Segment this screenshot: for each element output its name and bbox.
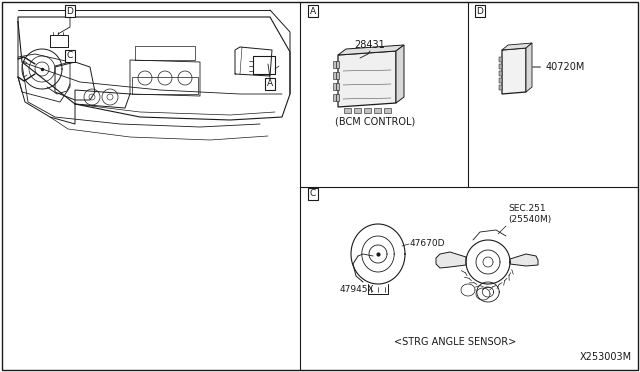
Bar — [499, 64, 502, 69]
Bar — [333, 72, 335, 79]
Bar — [2, 2, 300, 370]
Polygon shape — [526, 43, 532, 92]
Polygon shape — [338, 45, 404, 55]
Bar — [354, 108, 361, 113]
Polygon shape — [436, 252, 466, 268]
Polygon shape — [338, 51, 396, 107]
Text: 47670D: 47670D — [410, 240, 445, 248]
Text: <STRG ANGLE SENSOR>: <STRG ANGLE SENSOR> — [394, 337, 516, 347]
Polygon shape — [502, 43, 532, 50]
Text: C: C — [310, 189, 316, 199]
Text: D: D — [67, 6, 74, 16]
Text: 28431: 28431 — [355, 40, 385, 50]
Bar — [333, 83, 335, 90]
Text: X253003M: X253003M — [580, 352, 632, 362]
Text: SEC.251
(25540M): SEC.251 (25540M) — [508, 204, 551, 224]
Polygon shape — [510, 254, 538, 266]
Text: A: A — [310, 6, 316, 16]
Text: C: C — [67, 51, 73, 61]
Text: 47945X: 47945X — [340, 285, 374, 294]
Polygon shape — [396, 45, 404, 103]
Text: D: D — [477, 6, 483, 16]
Bar — [336, 83, 339, 90]
Bar — [344, 108, 351, 113]
Bar — [336, 72, 339, 79]
Bar — [336, 94, 339, 101]
Text: (BCM CONTROL): (BCM CONTROL) — [335, 116, 415, 126]
Bar — [333, 61, 335, 68]
Bar — [499, 71, 502, 76]
Text: 40720M: 40720M — [532, 62, 586, 72]
Bar — [336, 61, 339, 68]
Bar — [384, 108, 391, 113]
Polygon shape — [502, 48, 526, 94]
Bar — [333, 94, 335, 101]
Bar — [499, 85, 502, 90]
Bar — [499, 78, 502, 83]
Bar — [364, 108, 371, 113]
Bar — [499, 57, 502, 62]
Bar — [374, 108, 381, 113]
Text: A: A — [267, 80, 273, 89]
